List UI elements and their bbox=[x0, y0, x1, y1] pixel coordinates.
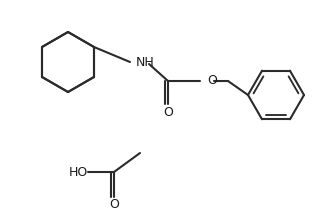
Text: O: O bbox=[207, 74, 217, 88]
Text: NH: NH bbox=[136, 55, 155, 69]
Text: HO: HO bbox=[69, 166, 88, 178]
Text: O: O bbox=[109, 198, 119, 212]
Text: O: O bbox=[163, 106, 173, 118]
